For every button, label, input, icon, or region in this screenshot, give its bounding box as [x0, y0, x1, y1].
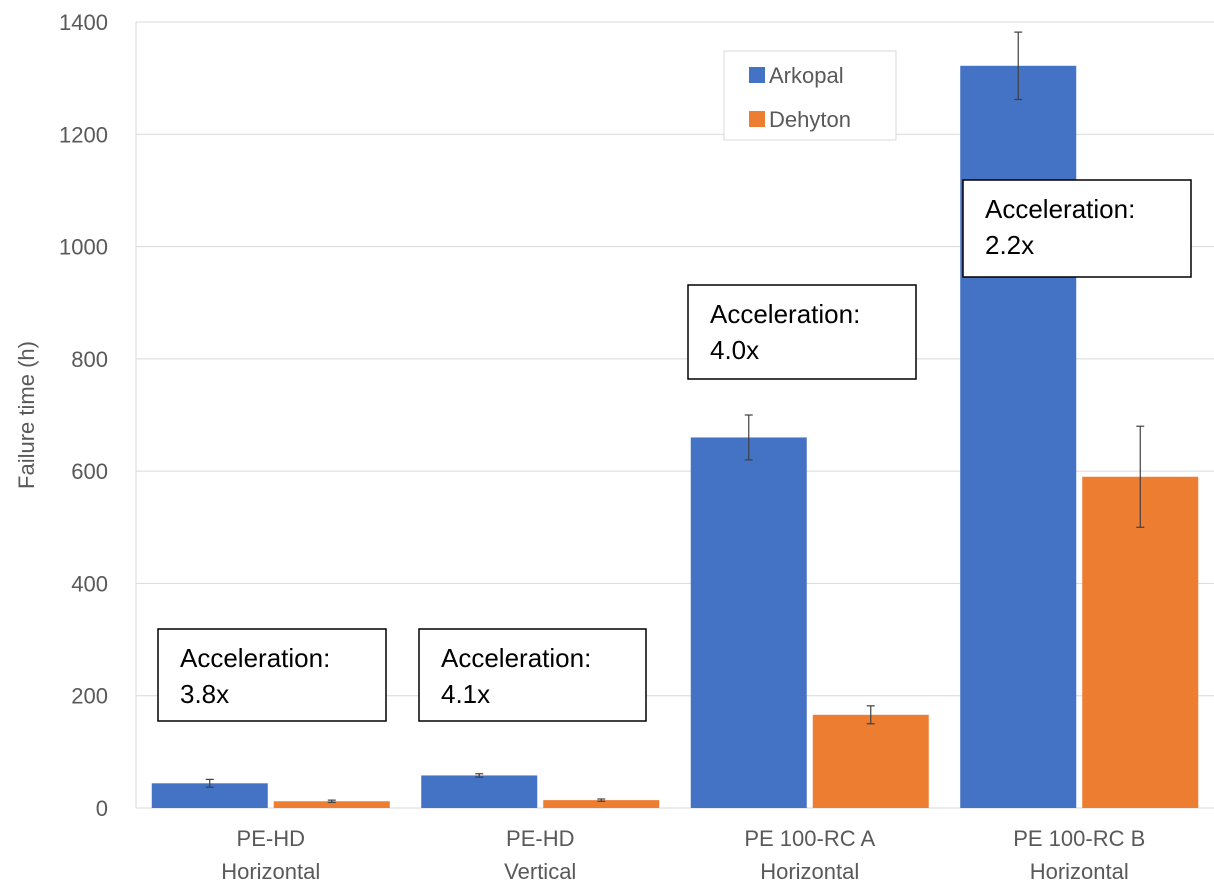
y-axis-ticks: 0 200 400 600 800 1000 1200 1400: [59, 10, 108, 821]
x-tick-label: PE 100-RC A: [744, 826, 875, 851]
x-tick-label: PE-HD: [237, 826, 305, 851]
x-axis-categories: PE-HD Horizontal PE-HD Vertical PE 100-RC A H…: [221, 826, 1145, 884]
legend-swatch-dehyton: [749, 111, 765, 127]
x-tick-label: Horizontal: [221, 859, 320, 884]
x-tick-label: Vertical: [504, 859, 576, 884]
y-tick-label: 1400: [59, 10, 108, 35]
annotations: Acceleration:3.8xAcceleration:4.1xAccele…: [157, 179, 1192, 722]
legend-swatch-arkopal: [749, 67, 765, 83]
y-tick-label: 1200: [59, 122, 108, 147]
annotation-box: Acceleration: 4.1x: [418, 628, 647, 722]
bar-dehyton: [1082, 476, 1199, 808]
annotation-box: Acceleration: 3.8x: [157, 628, 387, 722]
x-tick-label: Horizontal: [1030, 859, 1129, 884]
bar-arkopal: [421, 775, 538, 808]
bar-dehyton: [273, 801, 390, 808]
annotation-frame: [687, 284, 917, 380]
y-tick-label: 600: [71, 459, 108, 484]
annotation-text: Acceleration:: [710, 299, 860, 329]
bar-arkopal: [960, 65, 1077, 808]
legend-label: Arkopal: [769, 63, 844, 88]
annotation-box: Acceleration: 4.0x: [687, 284, 917, 380]
y-axis-label: Failure time (h): [14, 341, 39, 489]
annotation-frame: [157, 628, 387, 722]
annotation-text: 4.1x: [441, 679, 490, 709]
bar-dehyton: [812, 714, 929, 808]
y-tick-label: 0: [96, 796, 108, 821]
annotation-text: 3.8x: [180, 679, 229, 709]
annotation-frame: [418, 628, 647, 722]
x-tick-label: Horizontal: [760, 859, 859, 884]
annotation-text: 2.2x: [985, 230, 1034, 260]
annotation-text: Acceleration:: [985, 194, 1135, 224]
bar-arkopal: [690, 437, 807, 808]
y-tick-label: 200: [71, 684, 108, 709]
annotation-text: Acceleration:: [180, 643, 330, 673]
x-tick-label: PE 100-RC B: [1013, 826, 1145, 851]
annotation-frame: [962, 179, 1192, 278]
y-tick-label: 400: [71, 571, 108, 596]
x-tick-label: PE-HD: [506, 826, 574, 851]
legend-label: Dehyton: [769, 107, 851, 132]
y-tick-label: 800: [71, 347, 108, 372]
annotation-text: 4.0x: [710, 335, 759, 365]
y-tick-label: 1000: [59, 235, 108, 260]
legend: Arkopal Dehyton: [723, 50, 897, 141]
bar-dehyton: [543, 800, 660, 808]
annotation-box: Acceleration: 2.2x: [962, 179, 1192, 278]
error-bars: [205, 31, 1145, 803]
annotation-text: Acceleration:: [441, 643, 591, 673]
